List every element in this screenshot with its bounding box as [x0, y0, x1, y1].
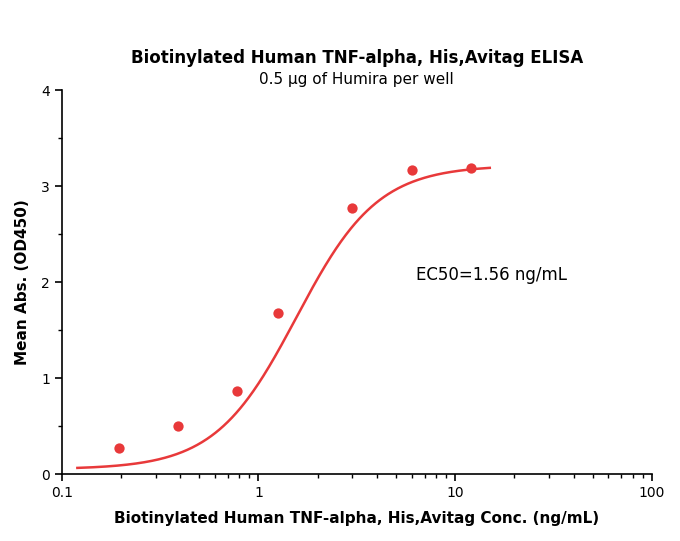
Text: Biotinylated Human TNF-alpha, His,Avitag ELISA: Biotinylated Human TNF-alpha, His,Avitag… — [131, 49, 583, 68]
Point — [272, 308, 283, 317]
Point — [114, 444, 124, 452]
Point — [465, 164, 476, 173]
Point — [347, 204, 358, 213]
Y-axis label: Mean Abs. (OD450): Mean Abs. (OD450) — [15, 200, 30, 365]
Text: 0.5 μg of Humira per well: 0.5 μg of Humira per well — [260, 71, 454, 87]
Point — [173, 422, 184, 431]
X-axis label: Biotinylated Human TNF-alpha, His,Avitag Conc. (ng/mL): Biotinylated Human TNF-alpha, His,Avitag… — [114, 511, 599, 526]
Point — [232, 386, 243, 395]
Text: EC50=1.56 ng/mL: EC50=1.56 ng/mL — [415, 266, 567, 283]
Point — [406, 166, 417, 174]
